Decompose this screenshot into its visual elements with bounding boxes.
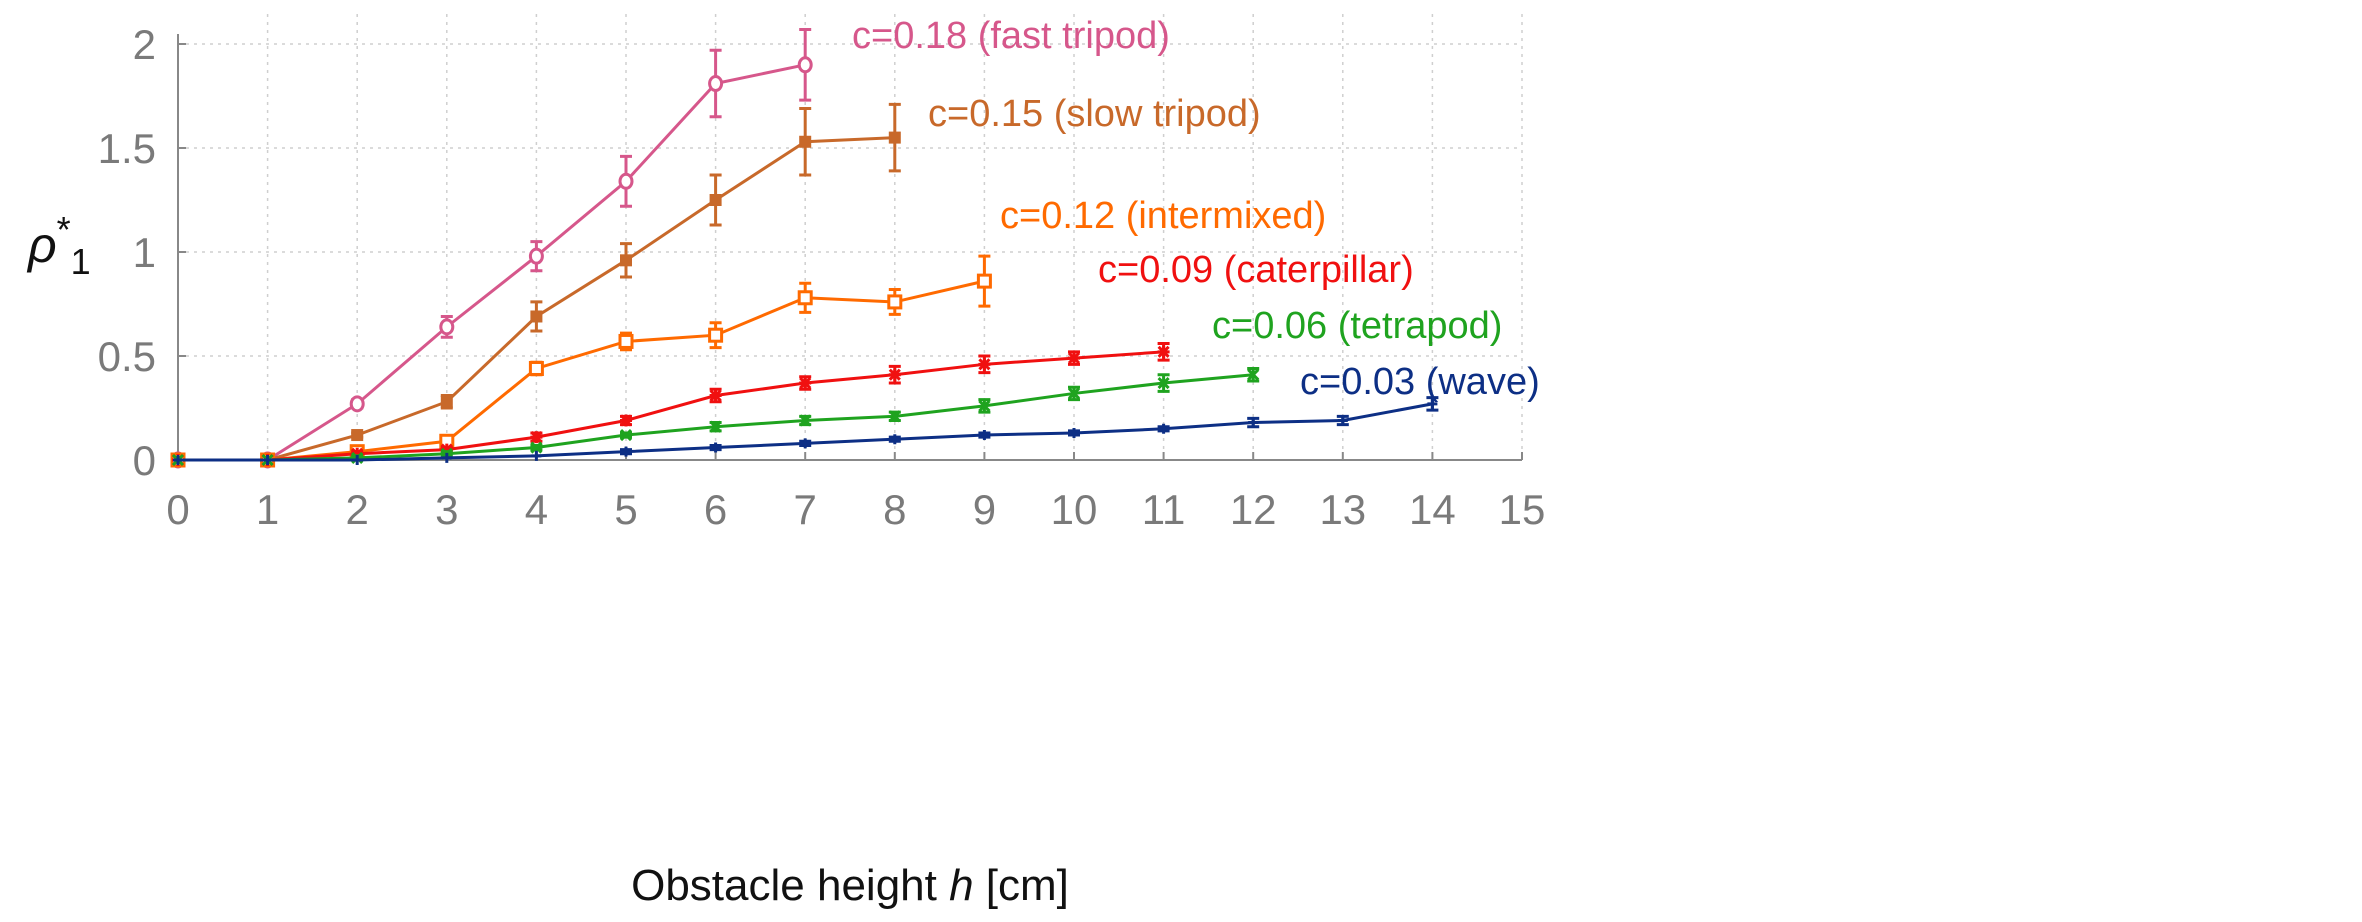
x-tick-label: 6 (704, 486, 727, 533)
data-point (262, 455, 273, 465)
data-point (351, 447, 364, 460)
x-tick-label: 4 (525, 486, 548, 533)
data-point (352, 455, 363, 465)
data-point (530, 441, 543, 454)
series-label: c=0.03 (wave) (1300, 361, 1540, 403)
data-point (349, 395, 365, 413)
data-point (620, 254, 632, 267)
series-labels: c=0.18 (fast tripod) c=0.15 (slow tripod)… (852, 15, 1540, 403)
data-point (440, 443, 453, 456)
series-3 (171, 342, 1170, 467)
data-point (978, 358, 991, 371)
y-tick-label: 1 (133, 229, 156, 276)
data-point (618, 172, 634, 190)
x-tick-label: 1 (256, 486, 279, 533)
data-point (979, 430, 990, 441)
x-tick-label: 14 (1409, 486, 1456, 533)
x-tick-label: 8 (883, 486, 906, 533)
series-label: c=0.15 (slow tripod) (928, 93, 1261, 135)
data-point (888, 131, 901, 144)
data-point (618, 333, 634, 349)
y-tick-label: 1.5 (98, 125, 156, 172)
data-point (1337, 415, 1348, 426)
data-point (528, 247, 544, 265)
data-point (528, 360, 544, 376)
series-group (170, 27, 1439, 469)
data-point (709, 194, 722, 206)
data-point (439, 318, 455, 336)
x-tick-label: 7 (794, 486, 817, 533)
data-point (351, 429, 364, 442)
data-point (440, 395, 453, 408)
series-label: c=0.06 (tetrapod) (1212, 305, 1502, 347)
data-point (531, 450, 542, 461)
data-point (799, 376, 812, 390)
data-point (621, 446, 631, 457)
data-point (797, 290, 813, 306)
series-line (178, 136, 895, 462)
data-point (709, 389, 722, 402)
data-point (1158, 423, 1169, 434)
y-tick-label: 0.5 (98, 333, 156, 380)
data-point (978, 399, 991, 412)
data-point (797, 56, 813, 74)
data-point (799, 135, 812, 148)
data-point (530, 310, 543, 323)
x-axis-title: Obstacle height h [cm] (631, 861, 1069, 910)
data-point (530, 431, 543, 444)
data-point (708, 75, 724, 93)
series-5 (173, 396, 1439, 465)
data-point (1427, 398, 1438, 409)
series-label: c=0.18 (fast tripod) (852, 15, 1170, 57)
data-point (619, 414, 633, 427)
x-tick-label: 10 (1051, 486, 1098, 533)
x-tick-label: 3 (435, 486, 458, 533)
data-point (441, 452, 452, 463)
data-point (889, 434, 900, 445)
y-axis-title: ρ*1 (26, 209, 91, 282)
data-point (799, 414, 812, 427)
x-tick-label: 0 (166, 486, 189, 533)
series-line (178, 63, 806, 462)
data-point (1157, 345, 1170, 358)
data-point (976, 273, 992, 289)
y-tick-label: 0 (133, 437, 156, 484)
data-point (888, 368, 901, 381)
data-point (1069, 427, 1079, 438)
data-point (800, 438, 811, 449)
y-tick-label: 2 (133, 21, 156, 68)
data-point (1067, 352, 1081, 365)
data-point (1157, 376, 1170, 390)
data-point (1247, 368, 1260, 381)
data-point (1067, 387, 1081, 400)
series-line (178, 350, 1164, 462)
x-tick-label: 15 (1499, 486, 1546, 533)
series-line (178, 279, 985, 462)
data-point (173, 455, 183, 465)
series-label: c=0.12 (intermixed) (1000, 195, 1326, 237)
data-point (1248, 417, 1259, 428)
x-tick-label: 13 (1319, 486, 1366, 533)
x-tick-label: 11 (1142, 486, 1186, 533)
x-tick-label: 9 (973, 486, 996, 533)
x-tick-label: 12 (1230, 486, 1277, 533)
data-point (709, 420, 722, 433)
data-point (710, 442, 721, 453)
data-point (708, 327, 724, 343)
x-tick-label: 5 (614, 486, 637, 533)
x-tick-label: 2 (346, 486, 369, 533)
data-point (888, 410, 901, 423)
data-point (887, 294, 903, 310)
series-label: c=0.09 (caterpillar) (1098, 249, 1414, 291)
data-point (619, 428, 633, 442)
